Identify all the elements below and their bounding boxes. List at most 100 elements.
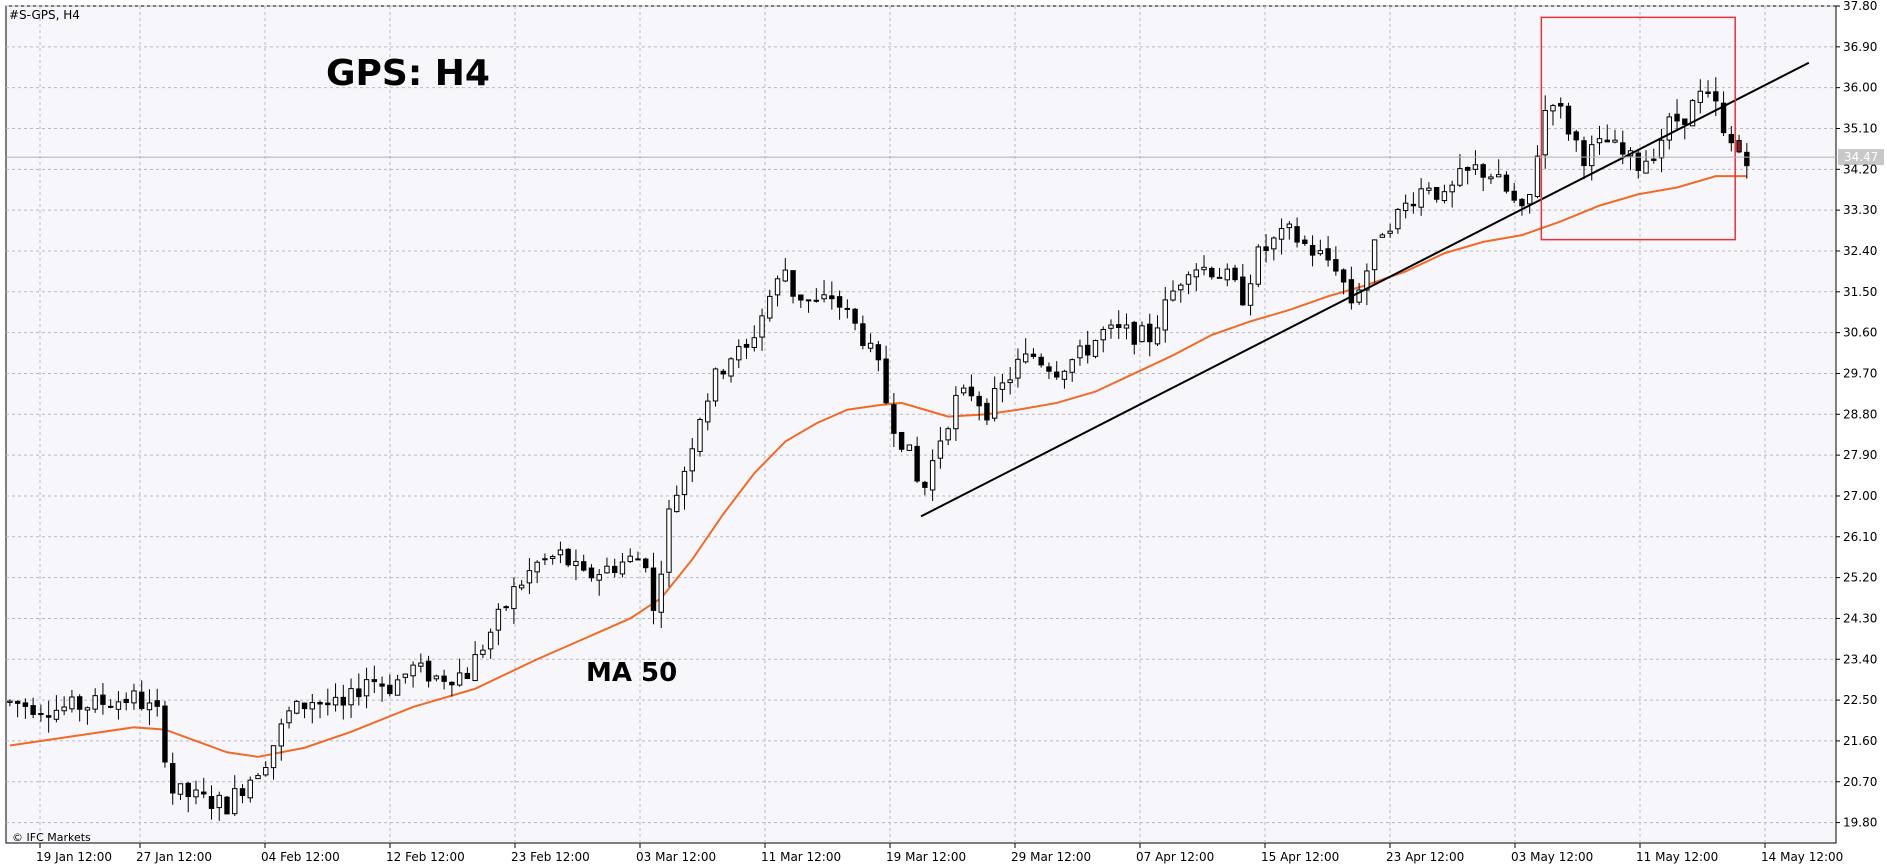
highlight-box (1540, 16, 1736, 241)
candle (643, 557, 649, 573)
candle (883, 345, 889, 405)
candle (627, 548, 633, 564)
candle (402, 673, 409, 684)
candle (1224, 263, 1230, 287)
y-tick-label: 30.60 (1843, 326, 1877, 340)
candle (650, 552, 657, 625)
candle (208, 785, 215, 820)
candle (1682, 118, 1688, 140)
candle (1433, 186, 1440, 203)
candle (612, 558, 618, 578)
candle (666, 499, 672, 587)
candle (1170, 280, 1176, 302)
candle (1317, 239, 1324, 256)
candle (1123, 313, 1130, 340)
candle (224, 795, 230, 815)
candle (394, 674, 401, 696)
ma-legend-label: MA 50 (586, 658, 677, 688)
candle (1201, 255, 1207, 276)
candle (1356, 282, 1362, 305)
candle (7, 699, 13, 707)
x-tick-label: 19 Mar 12:00 (886, 850, 966, 864)
candle (1092, 339, 1099, 359)
candle (1371, 239, 1378, 283)
candle (1604, 124, 1610, 143)
candle (705, 393, 711, 431)
candle (1069, 358, 1075, 382)
x-tick-label: 12 Feb 12:00 (386, 850, 465, 864)
candle (387, 674, 393, 697)
candle (278, 718, 284, 761)
candle (107, 699, 114, 709)
candle (1185, 271, 1192, 295)
candle (619, 552, 626, 578)
candle (596, 569, 602, 596)
x-tick-label: 29 Mar 12:00 (1011, 850, 1091, 864)
candle (953, 386, 959, 441)
x-tick-label: 04 Feb 12:00 (261, 850, 340, 864)
candle (844, 299, 851, 319)
overlay-layer: 34.47 (6, 16, 1884, 518)
candle (1728, 126, 1735, 152)
candle (1402, 194, 1409, 219)
x-tick-label: 11 Mar 12:00 (761, 850, 841, 864)
candle (681, 466, 688, 510)
candle (1558, 97, 1564, 119)
candle (239, 784, 246, 804)
candle (1720, 91, 1727, 137)
x-tick-label: 23 Apr 12:00 (1386, 850, 1464, 864)
candle (1147, 313, 1153, 357)
y-tick-label: 33.30 (1843, 203, 1877, 217)
y-tick-label: 27.90 (1843, 448, 1877, 462)
candle (860, 315, 866, 350)
candle (30, 697, 36, 719)
candle (518, 580, 525, 591)
candle (999, 374, 1006, 403)
candle (960, 384, 967, 396)
candle (61, 696, 67, 716)
y-tick-label: 26.10 (1843, 530, 1877, 544)
candle (1240, 263, 1246, 306)
candle (1247, 274, 1254, 316)
candle (1697, 79, 1704, 114)
trendline (920, 61, 1810, 518)
candle (984, 398, 990, 425)
candle (371, 665, 378, 694)
candle (526, 558, 533, 595)
candle (1209, 266, 1215, 280)
candle (123, 692, 129, 711)
candle (1488, 173, 1494, 185)
candle (270, 745, 277, 780)
current-price-label: 34.47 (1844, 150, 1878, 164)
candle (1395, 207, 1401, 234)
candle (1061, 369, 1068, 389)
candle (782, 258, 789, 283)
candle (836, 290, 843, 320)
candle (76, 694, 83, 722)
candle (1519, 197, 1525, 216)
candle (1705, 80, 1711, 98)
candle (1410, 192, 1417, 214)
candle (728, 357, 734, 383)
y-tick-label: 19.80 (1843, 816, 1877, 830)
copyright-label: © IFC Markets (12, 831, 91, 844)
candle (1573, 129, 1579, 152)
candle (1309, 235, 1316, 267)
grid-lines (6, 5, 1836, 843)
candle (325, 688, 331, 716)
candle (774, 275, 781, 307)
candle (1736, 134, 1742, 154)
candle (449, 681, 455, 697)
candle (1030, 348, 1037, 359)
ma-50-line (9, 175, 1747, 758)
candle (945, 426, 951, 446)
candle (937, 426, 944, 469)
y-tick-label: 21.60 (1843, 734, 1877, 748)
x-tick-label: 11 May 12:00 (1636, 850, 1718, 864)
candle (1744, 143, 1750, 179)
time-axis: 19 Jan 12:00 27 Jan 12:00 04 Feb 12:00 12 F… (36, 843, 1843, 864)
candle (131, 683, 137, 710)
candle (1612, 129, 1618, 144)
candle (991, 376, 998, 422)
candle (1503, 171, 1510, 194)
